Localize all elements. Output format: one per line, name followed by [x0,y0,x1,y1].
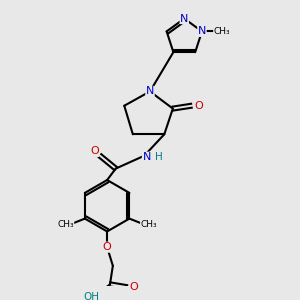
Text: CH₃: CH₃ [214,27,230,36]
Text: OH: OH [83,292,99,300]
Text: O: O [129,282,138,292]
Text: N: N [146,86,154,96]
Text: O: O [90,146,99,157]
Text: H: H [155,152,163,162]
Text: O: O [103,242,112,252]
Text: CH₃: CH₃ [57,220,74,229]
Text: N: N [180,14,188,24]
Text: N: N [142,152,151,162]
Text: N: N [198,26,206,36]
Text: O: O [194,101,203,111]
Text: CH₃: CH₃ [140,220,157,229]
